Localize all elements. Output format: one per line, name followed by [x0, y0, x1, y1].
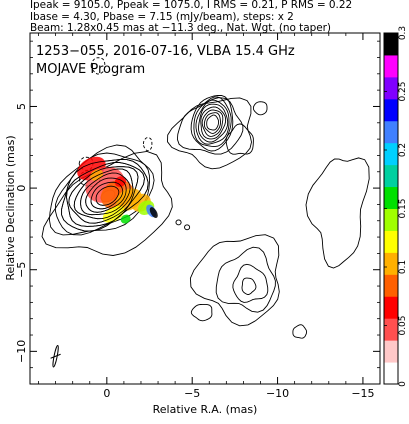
colorbar: 0 0.05 0.1 0.15 0.2 0.25 0.3	[383, 26, 408, 387]
header-line-peaks: Ipeak = 9105.0, Ppeak = 1075.0, I RMS = …	[30, 0, 353, 11]
beam-ellipse	[52, 345, 59, 368]
core-outer-contour	[41, 150, 173, 256]
lobe-contour	[305, 157, 370, 269]
knot-inner-contour	[195, 99, 230, 145]
colorbar-segment	[384, 252, 398, 275]
core-contour-overlay	[68, 166, 139, 224]
map-frame	[29, 32, 381, 385]
colorbar-segment	[384, 120, 398, 144]
colorbar-segment	[384, 76, 398, 100]
core-contour-overlay	[85, 177, 127, 213]
colorbar-tick-label: 0.1	[398, 260, 408, 274]
knot-inner-contour	[198, 103, 229, 143]
x-tick-label: 0	[103, 387, 110, 400]
colorbar-tick-label: 0.05	[398, 315, 408, 335]
colorbar-tick-label: 0.2	[398, 143, 408, 157]
polarization-patch	[149, 207, 158, 218]
x-axis-label: Relative R.A. (mas)	[153, 403, 258, 416]
colorbar-segment	[384, 274, 398, 297]
map-content	[41, 57, 370, 368]
colorbar-segment	[384, 186, 398, 209]
core-contour-overlay	[90, 181, 124, 210]
colorbar-segment	[384, 296, 398, 319]
knot-inner-contour	[203, 112, 221, 134]
colorbar-segment	[384, 340, 398, 363]
core-contour-overlay	[61, 159, 149, 232]
axes: 0 −5 −10 −15 5 0 −5 −10	[15, 33, 381, 400]
y-tick-label: 5	[15, 103, 28, 110]
knot-inner-contour	[190, 94, 234, 152]
header-line-base: Ibase = 4.30, Pbase = 7.15 (mJy/beam), s…	[30, 10, 294, 23]
annotation-marks	[50, 345, 61, 368]
plot-title: 1253−055, 2016-07-16, VLBA 15.4 GHz	[36, 44, 295, 59]
colorbar-segment	[384, 362, 398, 385]
y-tick-label: −10	[15, 340, 28, 363]
colorbar-segment	[384, 142, 398, 166]
knot-side-contour	[225, 123, 254, 155]
knot-inner-contour	[201, 109, 224, 137]
header-info: Ipeak = 9105.0, Ppeak = 1075.0, I RMS = …	[30, 0, 405, 35]
colorbar-segment	[384, 33, 398, 56]
polarization-color-layer	[61, 156, 158, 232]
core-contour-overlay	[95, 185, 120, 206]
core-contour	[54, 152, 150, 236]
colorbar-segment	[384, 164, 398, 188]
beam-cross	[50, 353, 61, 359]
colorbar-segment	[384, 318, 398, 341]
colorbar-tick-label: 0.25	[398, 81, 408, 101]
core-contour-overlay	[80, 172, 131, 216]
small-contour	[292, 324, 308, 339]
colorbar-tick-label: 0.15	[398, 198, 408, 218]
x-tick-label: −15	[351, 387, 374, 400]
small-contour	[190, 303, 213, 322]
polarization-patch	[120, 214, 131, 224]
southern-contour	[241, 277, 257, 295]
header-line-beam: Beam: 1.28x0.45 mas at −11.3 deg., Nat. …	[30, 22, 331, 34]
colorbar-segment	[384, 98, 398, 122]
southern-contour	[232, 263, 269, 303]
knot-inner-contour	[193, 96, 232, 148]
southern-contour	[215, 246, 276, 313]
core-contour-overlay	[66, 162, 145, 227]
southern-contour	[189, 234, 280, 327]
knot-inner-contour	[200, 106, 227, 140]
core-contour-overlay	[73, 168, 134, 220]
negative-contour	[142, 137, 153, 152]
knot-contour	[176, 97, 244, 155]
colorbar-segment	[384, 208, 398, 231]
y-axis-label: Relative Declination (mas)	[4, 135, 17, 280]
knot-side-contour	[252, 101, 268, 116]
x-tick-label: −5	[184, 387, 200, 400]
colorbar-segment	[384, 54, 398, 78]
colorbar-tick-label: 0	[398, 381, 408, 387]
colorbar-tick-label: 0.3	[398, 26, 408, 40]
knot-inner-contour	[206, 114, 220, 131]
colorbar-segment	[384, 230, 398, 253]
plot-subtitle: MOJAVE Program	[36, 62, 145, 77]
x-tick-label: −10	[266, 387, 289, 400]
small-contour	[184, 224, 191, 231]
y-tick-label: −5	[15, 262, 28, 278]
small-contour	[175, 219, 182, 226]
y-tick-label: 0	[15, 185, 28, 192]
